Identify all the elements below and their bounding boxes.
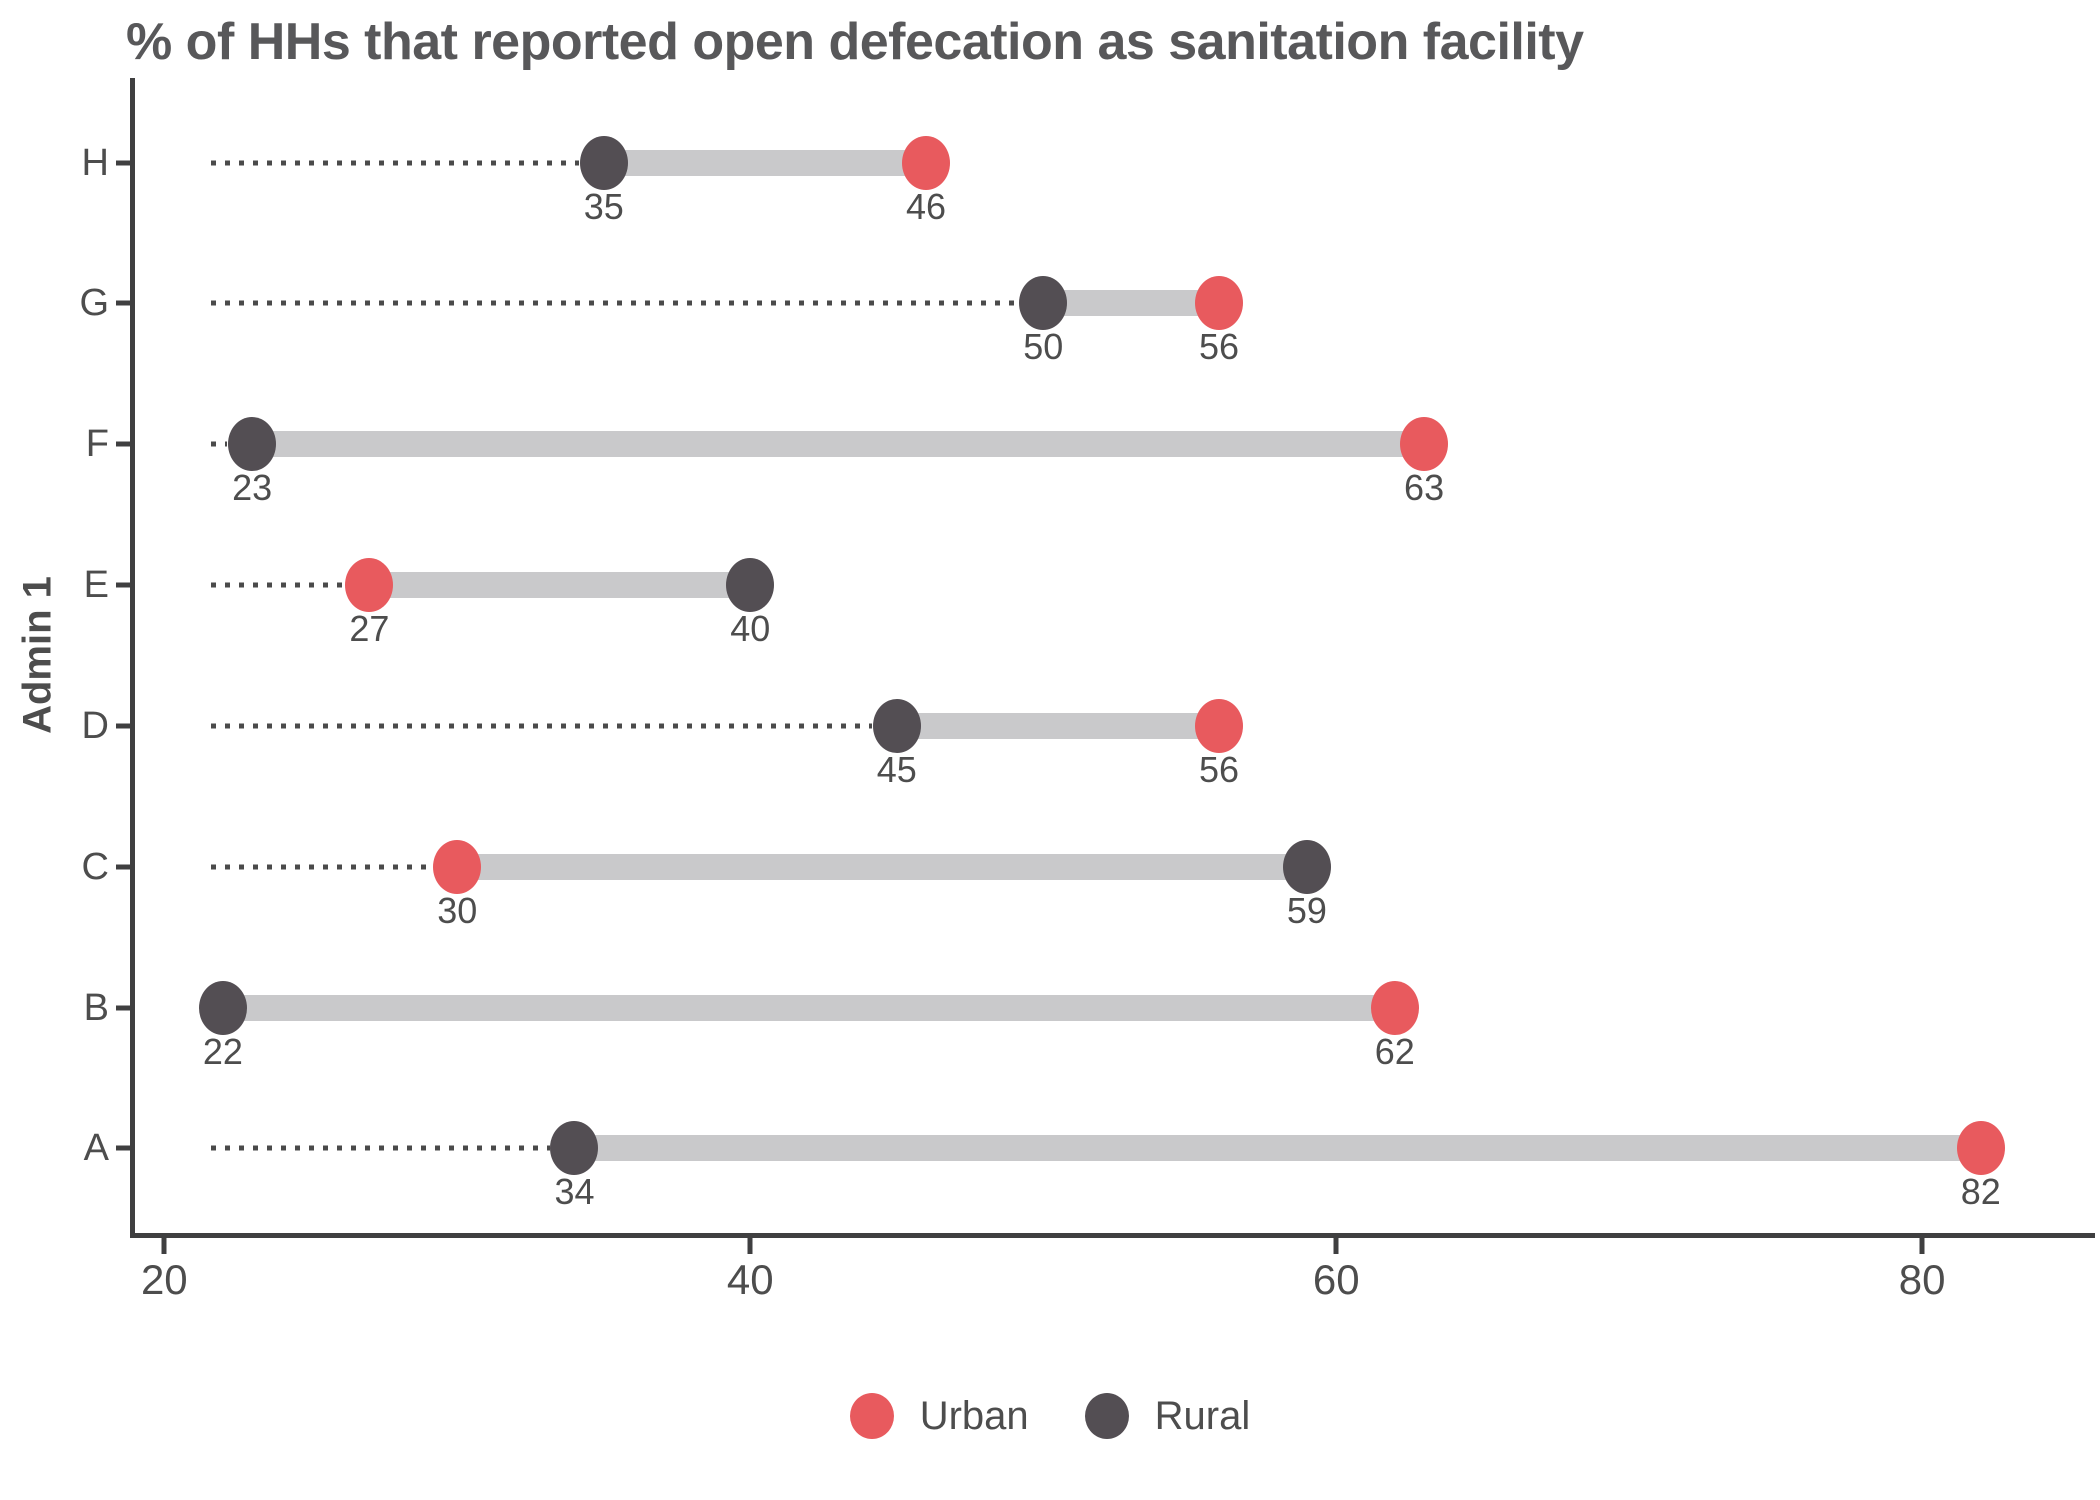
rural-value-label: 22 [202,1030,243,1072]
urban-value-label: 46 [906,185,947,227]
category-label: H [81,141,109,184]
category-label: D [81,704,109,747]
rural-value-label: 45 [876,748,917,790]
urban-dot [1194,698,1243,753]
urban-value-label: 30 [437,889,478,931]
urban-dot [1956,1121,2005,1176]
baseline-dotted-line [211,300,1019,306]
range-band [574,1135,1981,1162]
legend-item-urban: Urban [849,1393,1029,1439]
rural-value-label: 23 [232,467,273,509]
range-band [1043,290,1219,317]
y-axis-tick [116,160,130,165]
x-axis-tick [161,1238,167,1254]
x-axis-tick-label: 80 [1898,1256,1946,1303]
rural-dot [726,558,775,613]
range-band [252,431,1425,458]
rural-dot [550,1121,599,1176]
urban-dot [1370,980,1419,1035]
legend-item-rural: Rural [1084,1393,1251,1439]
rural-value-label: 40 [730,608,771,650]
category-label: G [79,282,109,325]
legend-rural-dot [1084,1393,1129,1439]
y-axis-tick [116,723,130,729]
urban-value-label: 56 [1198,748,1240,790]
category-label: F [85,423,109,466]
baseline-dotted-line [211,723,872,729]
category-label: A [83,1127,109,1170]
y-axis-tick [116,1145,130,1151]
x-axis-tick [1919,1238,1925,1254]
legend-urban-dot [849,1393,894,1439]
chart-title: % of HHs that reported open defecation a… [126,13,1584,71]
baseline-dotted-line [211,864,433,870]
range-band [603,149,926,176]
urban-value-label: 63 [1404,467,1445,509]
rural-dot [872,698,921,753]
category-label: C [81,845,109,888]
rural-value-label: 50 [1023,326,1064,368]
urban-dot [1400,417,1449,472]
baseline-dotted-line [211,441,228,447]
rural-dot [1282,839,1331,894]
urban-dot [433,839,482,894]
range-band [457,853,1307,880]
urban-value-label: 82 [1960,1171,2001,1213]
category-label: B [83,986,109,1029]
urban-dot [902,135,951,190]
rural-value-label: 59 [1286,889,1327,931]
legend-label: Urban [919,1394,1029,1438]
urban-dot [345,558,394,613]
x-axis-tick [747,1238,753,1254]
baseline-dotted-line [211,1145,550,1151]
category-label: E [83,564,109,607]
y-axis-title: Admin 1 [15,576,60,734]
plot-panel: H 35 46 G 50 56 F 23 63 E 40 27 D 45 56 C 59 30 B 22 62 A 34 82… [79,78,2095,1301]
range-band [896,712,1219,739]
urban-value-label: 56 [1198,326,1240,368]
x-axis-tick [1333,1238,1339,1254]
y-axis-tick [116,582,130,588]
rural-value-label: 35 [583,185,624,227]
rural-dot [198,980,247,1035]
urban-dot [1194,276,1243,331]
urban-value-label: 62 [1374,1030,1415,1072]
rural-value-label: 34 [554,1171,595,1213]
x-axis-tick-label: 40 [726,1256,774,1303]
y-axis-tick [116,441,130,447]
legend-label: Rural [1154,1394,1251,1438]
rural-dot [579,135,628,190]
range-band [369,572,751,599]
rural-dot [228,417,277,472]
baseline-dotted-line [211,582,345,588]
y-axis-tick [116,864,130,870]
y-axis-tick [116,300,130,306]
baseline-dotted-line [211,160,579,165]
x-axis-tick-label: 20 [140,1256,188,1303]
rural-dot [1019,276,1068,331]
y-axis-tick [116,1005,130,1011]
legend: Urban Rural [0,1393,2100,1439]
range-band [222,994,1395,1021]
urban-value-label: 27 [349,608,390,650]
x-axis-tick-label: 60 [1312,1256,1360,1303]
